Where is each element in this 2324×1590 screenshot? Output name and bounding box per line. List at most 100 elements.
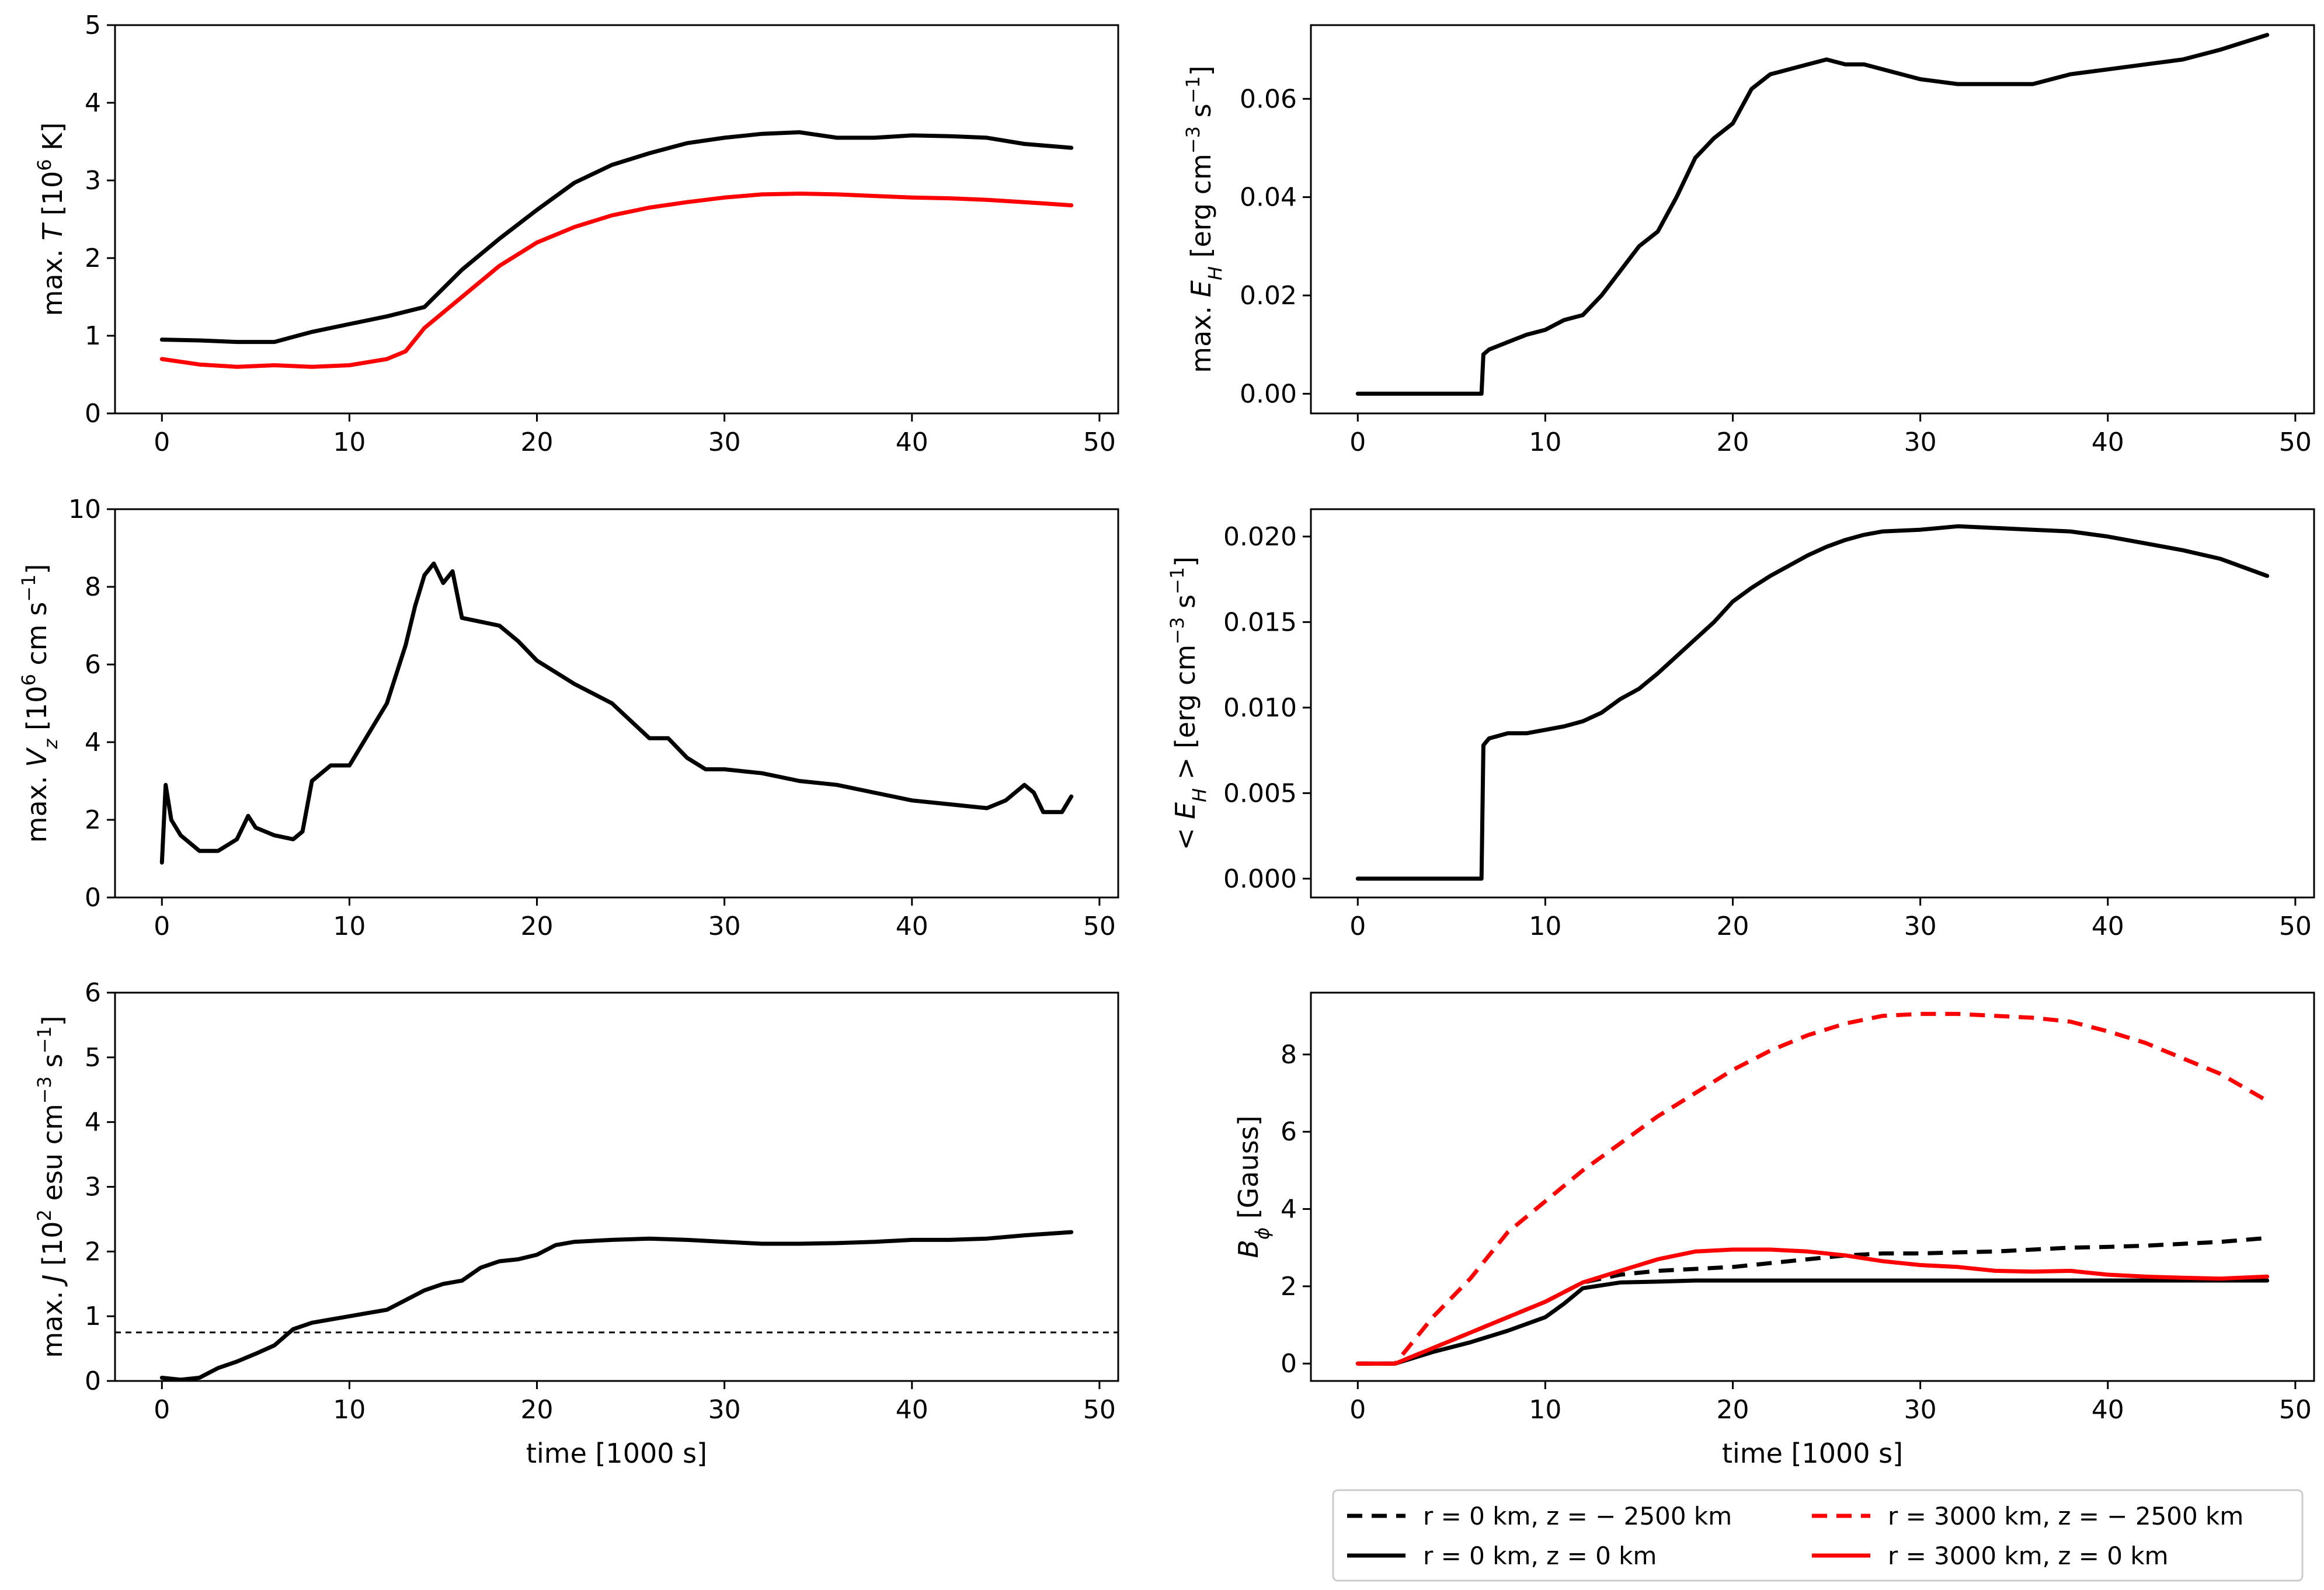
y-tick-label: 0.000 (1223, 864, 1297, 894)
legend-box (1332, 1489, 2304, 1582)
series-line-Bphi-1 (1358, 1011, 2269, 1366)
x-tick-label: 10 (333, 427, 366, 457)
y-tick-label: 5 (85, 11, 101, 40)
panel-maxEH: 0 10 20 30 40 50 0.00 0.02 0.04 0.06 max. EH [erg … (1182, 24, 2315, 457)
y-tick-label: 0 (85, 399, 101, 429)
y-tick-label: 0.04 (1240, 183, 1297, 213)
y-tick-label: 5 (85, 1043, 101, 1073)
series-line-Bphi-0 (1358, 1236, 2267, 1366)
y-tick-label: 1 (85, 1302, 101, 1331)
y-tick-label: 6 (1281, 1117, 1297, 1147)
axes-frame (114, 24, 1119, 415)
y-axis-label: max. J [102 esu cm−3 s−1] (33, 1015, 68, 1358)
panel-maxJ: 0 10 20 30 40 50 0 1 2 3 4 5 6 max. J [102 esu cm−3 s… (33, 978, 1119, 1469)
x-tick-label: 10 (333, 1395, 366, 1425)
x-tick-label: 30 (1904, 911, 1937, 941)
legend-label-0: r = 0 km, z = − 2500 km (1423, 1502, 1732, 1530)
y-tick-label: 0.00 (1240, 379, 1297, 409)
x-tick-label: 10 (333, 911, 366, 941)
y-tick-label: 4 (1281, 1195, 1297, 1224)
x-tick-label: 20 (1717, 911, 1749, 941)
x-tick-label: 20 (521, 911, 554, 941)
y-tick-label: 0 (1281, 1349, 1297, 1379)
y-tick-label: 4 (85, 88, 101, 118)
series-line-Bphi-3 (1355, 1247, 2270, 1366)
y-axis-label: Bϕ [Gauss] (1233, 1115, 1274, 1258)
x-tick-label: 30 (1904, 427, 1937, 457)
x-tick-label: 30 (708, 911, 741, 941)
series-line-meanEH-0 (1355, 524, 2270, 881)
series-line-maxJ-0 (159, 1230, 1074, 1381)
x-tick-label: 0 (154, 427, 170, 457)
x-tick-label: 20 (521, 1395, 554, 1425)
x-tick-label: 0 (154, 1395, 170, 1425)
y-tick-label: 10 (68, 495, 101, 524)
y-axis-label: max. Vz [106 cm s−1] (18, 564, 62, 843)
y-tick-label: 2 (1281, 1272, 1297, 1302)
x-tick-label: 0 (154, 911, 170, 941)
y-tick-label: 2 (85, 1237, 101, 1267)
y-tick-label: 8 (1281, 1040, 1297, 1070)
series-line-maxEH-0 (1355, 33, 2270, 396)
axes-frame (114, 508, 1119, 899)
series-line-Bphi-2 (1355, 1278, 2270, 1366)
x-tick-label: 40 (2092, 427, 2124, 457)
x-tick-label: 10 (1529, 911, 1561, 941)
x-tick-label: 0 (1349, 1395, 1366, 1425)
x-tick-label: 40 (2092, 1395, 2124, 1425)
y-axis-label: max. EH [erg cm−3 s−1] (1182, 65, 1226, 373)
y-tick-label: 0 (85, 1366, 101, 1396)
y-tick-label: 0.015 (1223, 607, 1297, 637)
panel-Bphi: 0 10 20 30 40 50 0 2 4 6 8 Bϕ [Gauss] time [1000 s] (1233, 991, 2315, 1469)
y-tick-label: 0.005 (1223, 778, 1297, 808)
panel-maxT: 0 10 20 30 40 50 0 1 2 3 4 5 max. T [106 K] (33, 11, 1119, 457)
y-axis-label: max. T [106 K] (33, 123, 68, 316)
y-tick-label: 1 (85, 321, 101, 351)
x-tick-label: 10 (1529, 427, 1561, 457)
y-tick-label: 0.02 (1240, 281, 1297, 311)
x-tick-label: 50 (2279, 1395, 2312, 1425)
y-axis-label: < EH > [erg cm−3 s−1] (1166, 556, 1210, 850)
y-tick-label: 0.010 (1223, 693, 1297, 723)
x-tick-label: 20 (1717, 1395, 1749, 1425)
y-tick-label: 0.06 (1240, 84, 1297, 114)
x-tick-label: 30 (708, 1395, 741, 1425)
x-tick-label: 30 (1904, 1395, 1937, 1425)
legend-label-3: r = 3000 km, z = 0 km (1888, 1542, 2169, 1570)
y-tick-label: 6 (85, 650, 101, 680)
axes-frame (1310, 508, 2315, 899)
y-tick-label: 3 (85, 166, 101, 196)
y-tick-label: 6 (85, 978, 101, 1008)
x-tick-label: 50 (2279, 911, 2312, 941)
x-tick-label: 50 (1083, 911, 1116, 941)
y-tick-label: 8 (85, 572, 101, 602)
x-tick-label: 40 (896, 427, 928, 457)
x-tick-label: 50 (2279, 427, 2312, 457)
legend-label-2: r = 0 km, z = 0 km (1423, 1542, 1657, 1570)
y-tick-label: 0.020 (1223, 522, 1297, 552)
legend-label-1: r = 3000 km, z = − 2500 km (1888, 1502, 2243, 1530)
panel-maxVz: 0 10 20 30 40 50 0 2 4 6 8 10 max. Vz [106 cm s−1] (18, 495, 1119, 941)
x-tick-label: 0 (1349, 427, 1366, 457)
x-axis-label: time [1000 s] (526, 1438, 707, 1469)
y-tick-label: 3 (85, 1173, 101, 1202)
axes-frame (114, 991, 1119, 1382)
x-tick-label: 20 (521, 427, 554, 457)
axes-frame (1310, 991, 2315, 1382)
panel-meanEH: 0 10 20 30 40 50 0.000 0.005 0.010 0.015 0.020 < EH… (1166, 508, 2315, 941)
series-line-maxT-0 (159, 130, 1074, 345)
series-line-maxT-1 (159, 192, 1074, 369)
x-tick-label: 30 (708, 427, 741, 457)
x-tick-label: 50 (1083, 1395, 1116, 1425)
axes-frame (1310, 24, 2315, 415)
y-tick-label: 2 (85, 805, 101, 835)
x-axis-label: time [1000 s] (1722, 1438, 1903, 1469)
x-tick-label: 40 (896, 911, 928, 941)
y-tick-label: 4 (85, 728, 101, 757)
y-tick-label: 4 (85, 1108, 101, 1137)
x-tick-label: 50 (1083, 427, 1116, 457)
y-tick-label: 0 (85, 883, 101, 913)
y-tick-label: 2 (85, 243, 101, 273)
